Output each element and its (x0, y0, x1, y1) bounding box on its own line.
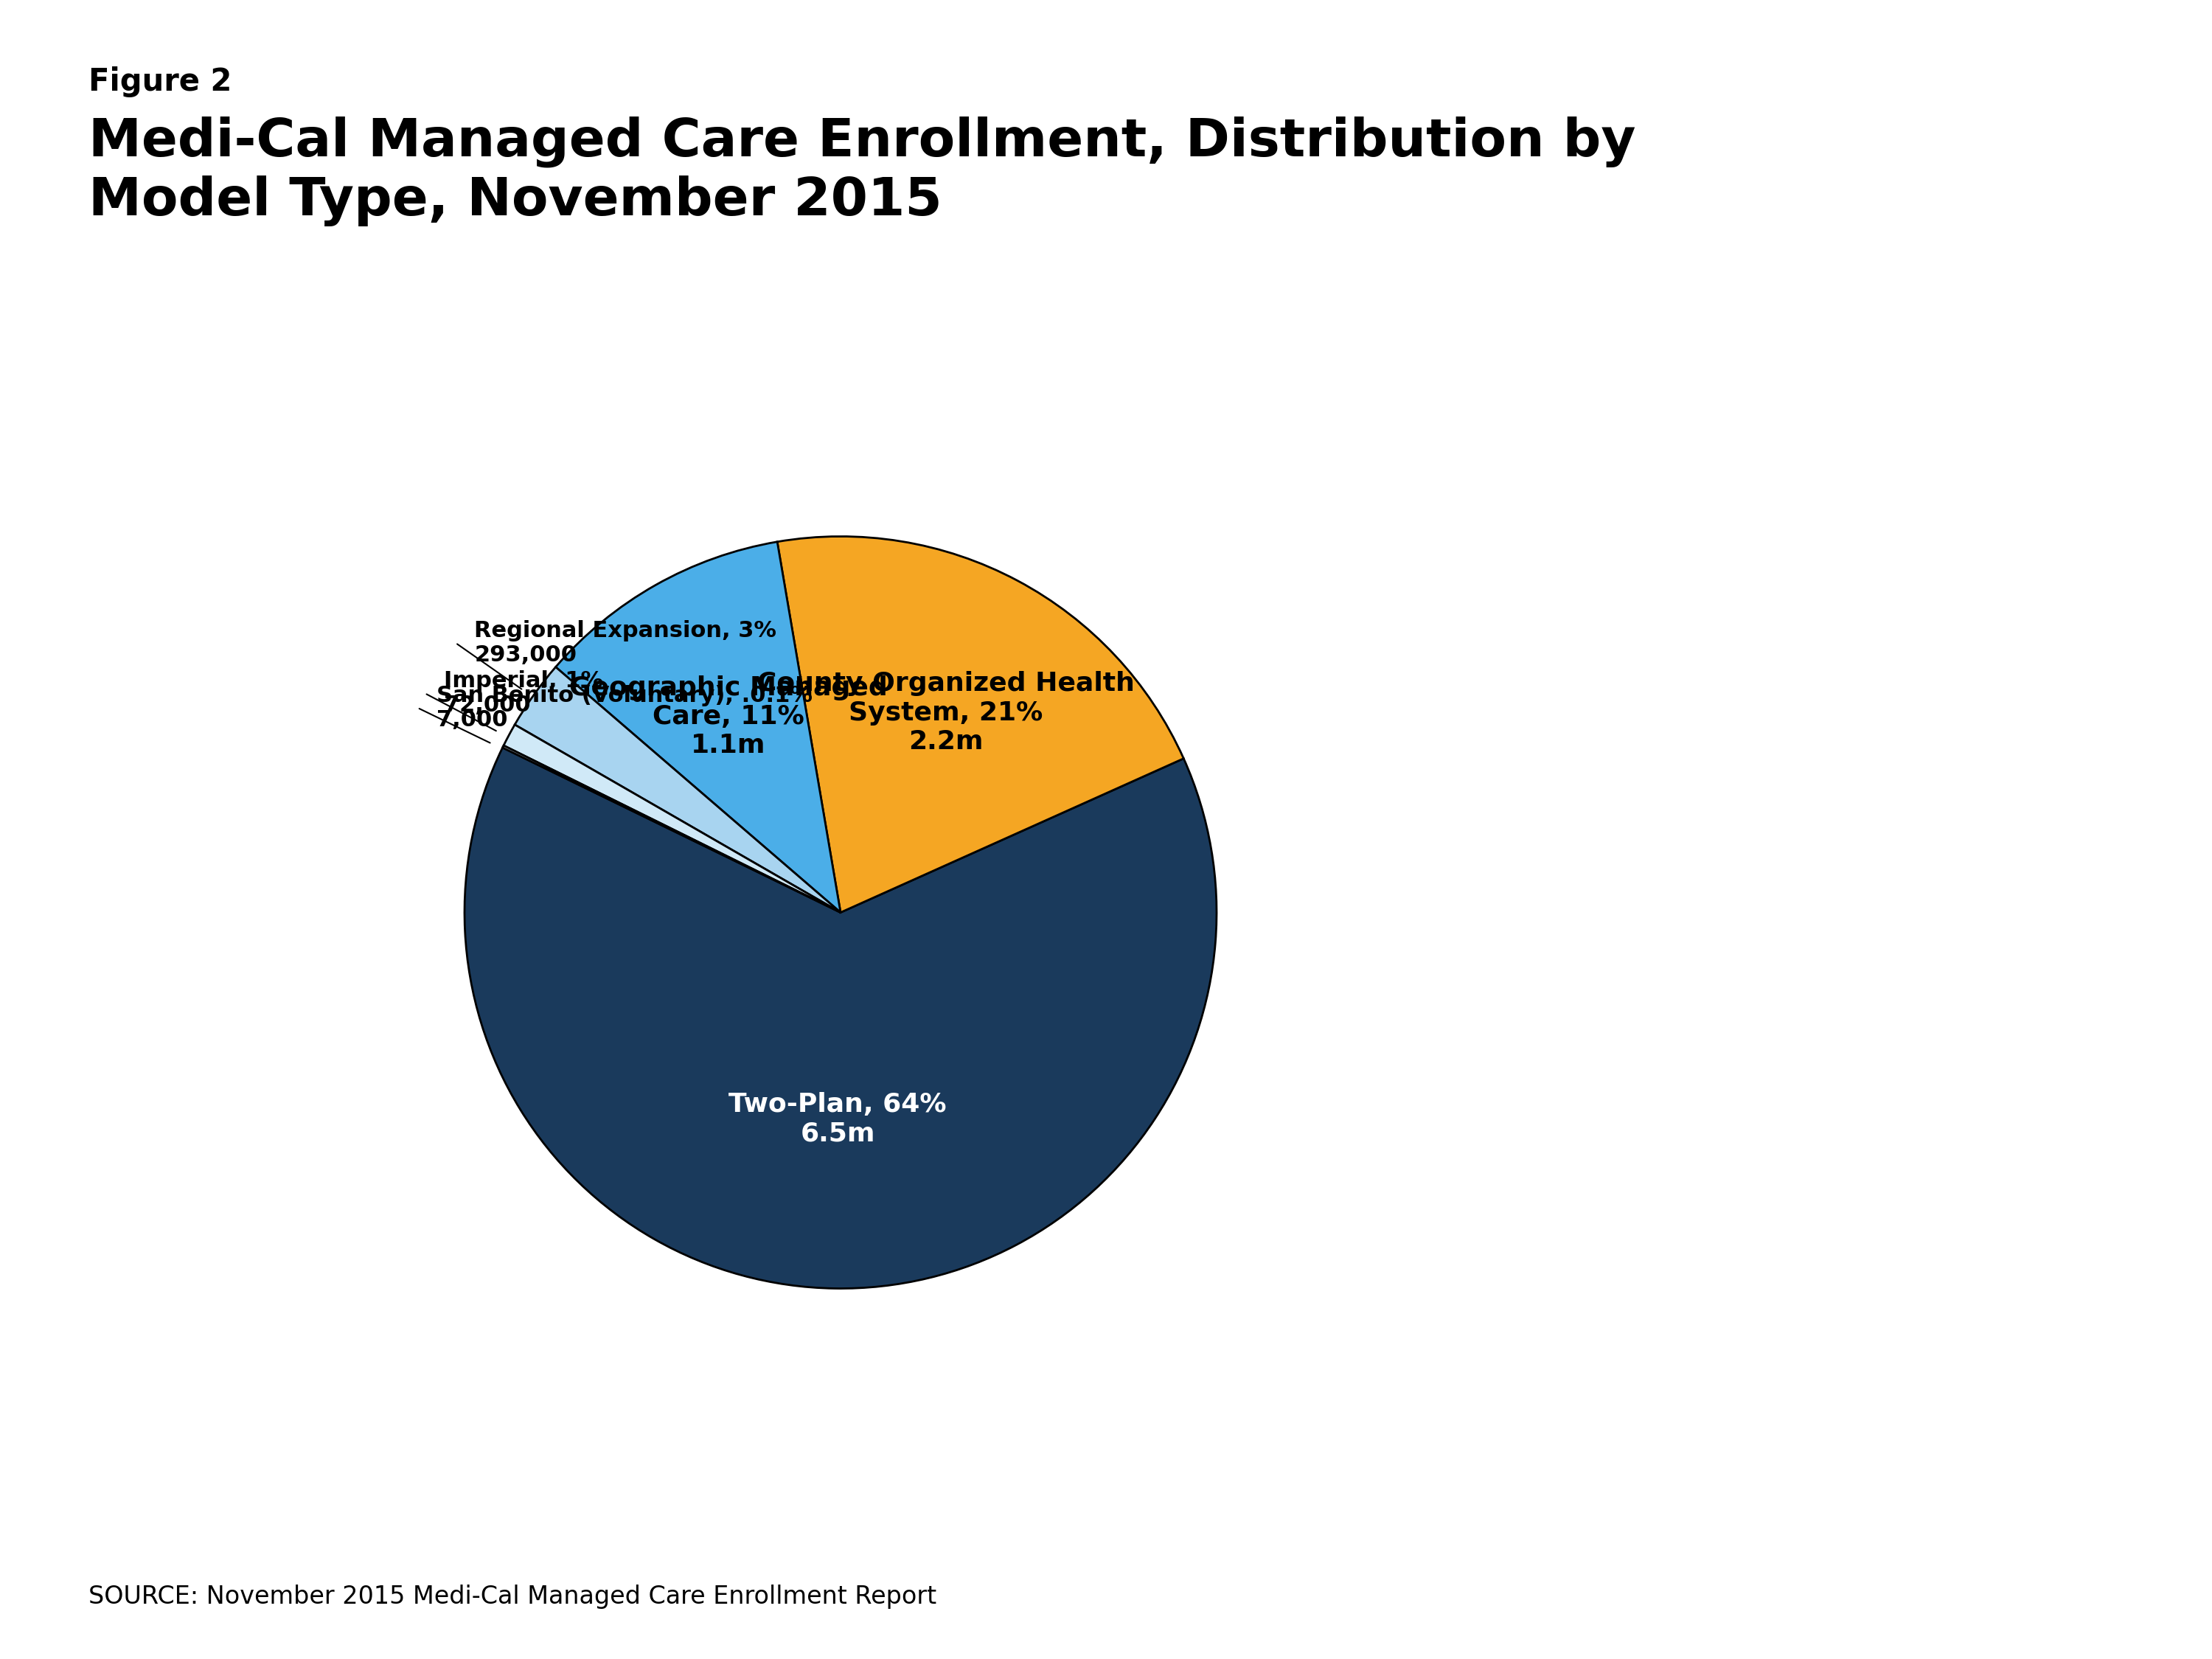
Wedge shape (504, 725, 841, 912)
Wedge shape (502, 745, 841, 912)
Text: KAISER: KAISER (1942, 1521, 2017, 1538)
Text: FOUNDATION: FOUNDATION (1938, 1598, 2022, 1608)
Text: Figure 2: Figure 2 (88, 66, 232, 98)
Text: THE HENRY J.: THE HENRY J. (1938, 1488, 2022, 1498)
Wedge shape (465, 748, 1217, 1289)
Wedge shape (776, 536, 1183, 912)
Wedge shape (555, 542, 841, 912)
Text: Medi-Cal Managed Care Enrollment, Distribution by
Model Type, November 2015: Medi-Cal Managed Care Enrollment, Distri… (88, 116, 1635, 226)
Text: San Benito (Voluntary), .0.1%
7,000: San Benito (Voluntary), .0.1% 7,000 (436, 685, 812, 732)
Text: County Organized Health
System, 21%
2.2m: County Organized Health System, 21% 2.2m (757, 672, 1135, 755)
Text: Geographic Managed
Care, 11%
1.1m: Geographic Managed Care, 11% 1.1m (568, 675, 887, 758)
Text: SOURCE: November 2015 Medi-Cal Managed Care Enrollment Report: SOURCE: November 2015 Medi-Cal Managed C… (88, 1584, 936, 1609)
Text: Imperial, 1%
72,000: Imperial, 1% 72,000 (445, 670, 604, 717)
Text: FAMILY: FAMILY (1944, 1558, 2015, 1574)
Text: Two-Plan, 64%
6.5m: Two-Plan, 64% 6.5m (728, 1092, 947, 1146)
Text: Regional Expansion, 3%
293,000: Regional Expansion, 3% 293,000 (473, 620, 776, 665)
Wedge shape (515, 667, 841, 912)
